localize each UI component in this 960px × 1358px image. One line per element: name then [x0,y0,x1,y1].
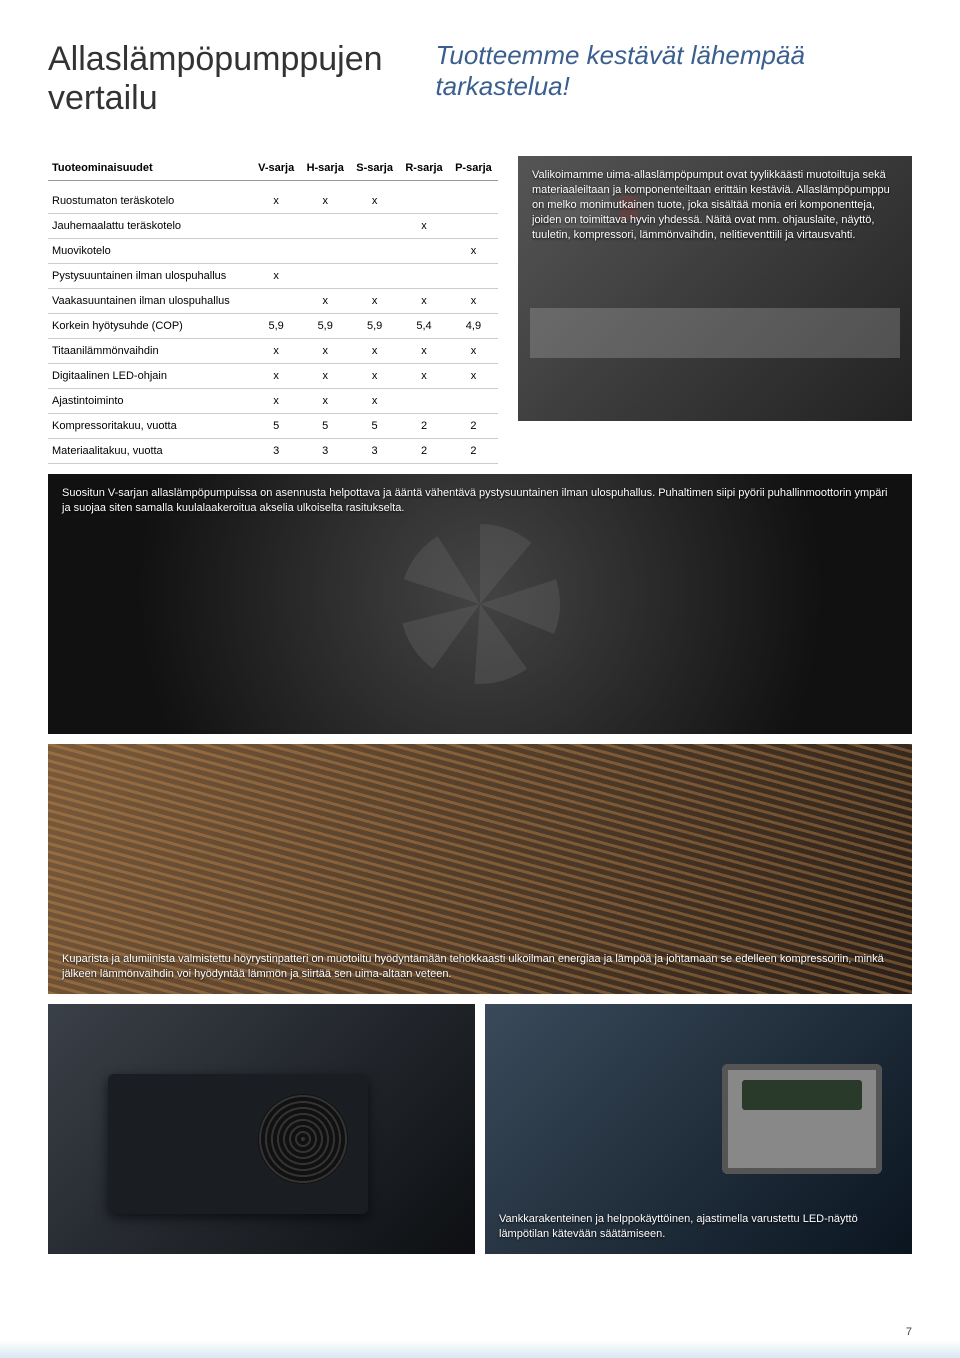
photo-fan: Suositun V-sarjan allaslämpöpumpuissa on… [48,474,912,734]
table-row: Vaakasuuntainen ilman ulospuhallusxxxx [48,288,498,313]
cell [252,238,300,263]
cell [350,213,399,238]
cell [350,238,399,263]
row-label: Vaakasuuntainen ilman ulospuhallus [48,288,252,313]
cell [449,213,498,238]
cell: x [449,338,498,363]
table-row: Korkein hyötysuhde (COP)5,95,95,95,44,9 [48,313,498,338]
cell: 5 [350,413,399,438]
cell: x [350,363,399,388]
cell: x [350,288,399,313]
row-label: Ruostumaton teräskotelo [48,189,252,214]
cell: 5,9 [252,313,300,338]
table-row: Pystysuuntainen ilman ulospuhallusx [48,263,498,288]
cell: 3 [252,438,300,463]
table-header-row: Tuoteominaisuudet V-sarja H-sarja S-sarj… [48,156,498,181]
cell: x [350,388,399,413]
table-row: Materiaalitakuu, vuotta33322 [48,438,498,463]
table-row: Jauhemaalattu teräskotelo x [48,213,498,238]
cell: x [399,213,449,238]
cell: x [350,338,399,363]
cell: 5,9 [300,313,350,338]
row-label: Jauhemaalattu teräskotelo [48,213,252,238]
cell: x [300,363,350,388]
cell: 5,9 [350,313,399,338]
cell: x [252,388,300,413]
photo-components: Valikoimamme uima-allaslämpöpumput ovat … [518,156,912,421]
col-s: S-sarja [350,156,399,181]
cell: x [300,288,350,313]
col-v: V-sarja [252,156,300,181]
cell: 2 [399,438,449,463]
cell [350,263,399,288]
cell: 5 [252,413,300,438]
cell: 5 [300,413,350,438]
cell: x [252,338,300,363]
row-label: Korkein hyötysuhde (COP) [48,313,252,338]
row-label: Digitaalinen LED-ohjain [48,363,252,388]
cell: x [449,288,498,313]
page-title-left: Allaslämpöpumppujen vertailu [48,40,435,118]
cell [252,213,300,238]
cell [300,263,350,288]
caption-panel: Vankkarakenteinen ja helppokäyttöinen, a… [499,1212,898,1242]
cell: x [300,338,350,363]
cell: 4,9 [449,313,498,338]
cell: x [252,263,300,288]
row-label: Pystysuuntainen ilman ulospuhallus [48,263,252,288]
col-p: P-sarja [449,156,498,181]
cell: x [350,189,399,214]
cell: x [300,189,350,214]
table-row: Titaanilämmönvaihdinxxxxx [48,338,498,363]
cell: 2 [449,438,498,463]
caption-fan: Suositun V-sarjan allaslämpöpumpuissa on… [62,486,898,516]
cell: 2 [449,413,498,438]
row-label: Materiaalitakuu, vuotta [48,438,252,463]
cell [449,263,498,288]
table-row: Digitaalinen LED-ohjainxxxxx [48,363,498,388]
page-number: 7 [906,1326,912,1338]
cell [399,388,449,413]
table-row: Ruostumaton teräskoteloxxx [48,189,498,214]
page-title-right: Tuotteemme kestävät lähempää tarkastelua… [435,40,872,102]
comparison-table: Tuoteominaisuudet V-sarja H-sarja S-sarj… [48,156,498,464]
cell: x [399,363,449,388]
cell: x [252,363,300,388]
row-label: Ajastintoiminto [48,388,252,413]
cell: 2 [399,413,449,438]
table-row: Ajastintoimintoxxx [48,388,498,413]
cell: 3 [350,438,399,463]
table-row: Muovikotelo x [48,238,498,263]
row-label: Muovikotelo [48,238,252,263]
cell: x [399,288,449,313]
col-r: R-sarja [399,156,449,181]
cell [399,263,449,288]
photo-control-panel: Vankkarakenteinen ja helppokäyttöinen, a… [485,1004,912,1254]
caption-components: Valikoimamme uima-allaslämpöpumput ovat … [532,168,898,242]
caption-coil: Kuparista ja alumiinista valmistettu höy… [62,952,898,982]
cell: x [449,363,498,388]
cell [449,388,498,413]
cell: 5,4 [399,313,449,338]
cell [399,238,449,263]
cell: x [252,189,300,214]
row-label: Kompressoritakuu, vuotta [48,413,252,438]
cell [300,238,350,263]
cell: x [449,238,498,263]
cell [300,213,350,238]
cell: x [300,388,350,413]
photo-coil: Kuparista ja alumiinista valmistettu höy… [48,744,912,994]
table-row: Kompressoritakuu, vuotta55522 [48,413,498,438]
row-label: Titaanilämmönvaihdin [48,338,252,363]
col-h: H-sarja [300,156,350,181]
col-feature: Tuoteominaisuudet [48,156,252,181]
cell [449,189,498,214]
cell: 3 [300,438,350,463]
cell: x [399,338,449,363]
cell [399,189,449,214]
photo-unit [48,1004,475,1254]
cell [252,288,300,313]
